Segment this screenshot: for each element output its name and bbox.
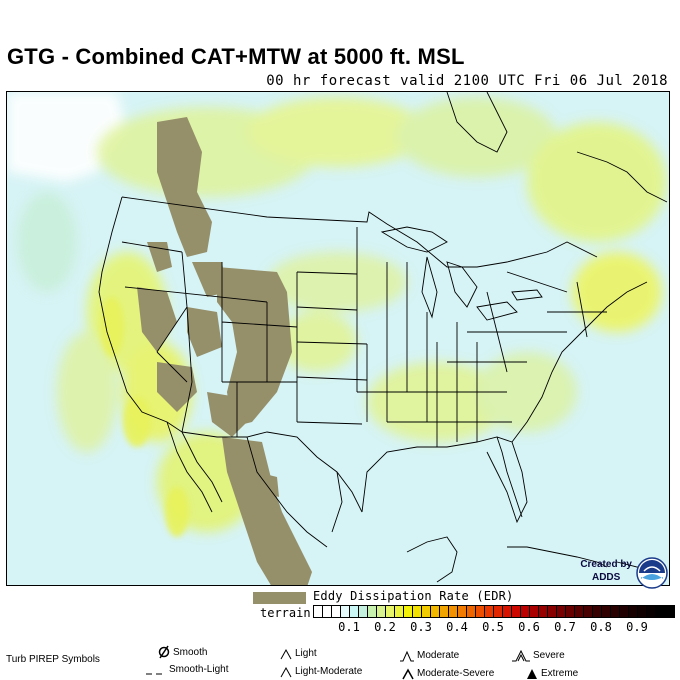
smooth-light-symbol-icon [146,673,162,675]
edr-scale-cell [431,606,440,617]
edr-scale-cell [521,606,530,617]
light-symbol-icon [280,648,292,660]
edr-scale-cell [566,606,575,617]
pirep-extreme-label: Extreme [541,667,579,679]
edr-tick-label: 0.7 [554,620,576,634]
adds-text: ADDS [591,572,621,583]
pirep-light-label: Light [295,647,317,659]
edr-scale-cell [314,606,323,617]
edr-scale-cell [638,606,647,617]
edr-tick-label: 0.1 [338,620,360,634]
edr-scale-cell [584,606,593,617]
edr-tick-label: 0.2 [374,620,396,634]
adds-credit: Created by ADDS [580,558,632,584]
edr-scale-cell [386,606,395,617]
edr-scale-cell [512,606,521,617]
edr-scale-cell [422,606,431,617]
map-graphic [7,92,669,585]
pirep-extreme: Extreme [526,666,578,680]
edr-scale-cell [323,606,332,617]
edr-tick-label: 0.3 [410,620,432,634]
edr-scale-cell [332,606,341,617]
edr-tick-label: 0.8 [590,620,612,634]
noaa-logo [636,557,668,594]
edr-scale-cell [485,606,494,617]
edr-scale-cell [341,606,350,617]
pirep-smooth-label: Smooth [173,646,208,658]
edr-scale-cell [467,606,476,617]
forecast-valid-time: 00 hr forecast valid 2100 UTC Fri 06 Jul… [266,73,668,89]
pirep-smooth-light-label: Smooth-Light [169,663,229,675]
edr-tick-label: 0.4 [446,620,468,634]
moderate-severe-symbol-icon [402,668,414,680]
pirep-heading: Turb PIREP Symbols [6,654,100,665]
edr-scale-cell [665,606,674,617]
light-moderate-symbol-icon [280,666,292,678]
pirep-smooth-light: Smooth-Light [146,663,228,675]
edr-scale-cell [548,606,557,617]
edr-scale-cell [413,606,422,617]
edr-tick-label: 0.9 [626,620,648,634]
pirep-smooth: Smooth [158,645,207,659]
edr-scale-cell [440,606,449,617]
edr-tick-label: 0.5 [482,620,504,634]
pirep-severe-label: Severe [533,649,565,661]
pirep-light: Light [280,646,317,660]
turbulence-map [6,91,670,586]
edr-scale-cell [557,606,566,617]
edr-scale-cell [629,606,638,617]
moderate-symbol-icon [400,650,414,662]
chart-title: GTG - Combined CAT+MTW at 5000 ft. MSL [7,44,465,69]
edr-scale-ticks: 0.1 0.2 0.3 0.4 0.5 0.6 0.7 0.8 0.9 [313,620,673,634]
extreme-symbol-icon [527,669,537,679]
edr-scale-cell [647,606,656,617]
edr-scale-cell [494,606,503,617]
edr-scale-cell [530,606,539,617]
pirep-moderate-severe: Moderate-Severe [402,666,494,680]
smooth-symbol-icon [158,645,170,659]
pirep-light-moderate-label: Light-Moderate [295,665,363,677]
pirep-moderate-label: Moderate [417,649,460,661]
edr-scale-cell [575,606,584,617]
edr-color-scale [313,605,675,618]
edr-scale-cell [539,606,548,617]
edr-scale-cell [656,606,665,617]
edr-scale-cell [611,606,620,617]
created-by-text: Created by [580,559,632,570]
edr-scale-cell [602,606,611,617]
pirep-moderate-severe-label: Moderate-Severe [417,667,495,679]
edr-scale-cell [350,606,359,617]
edr-scale-cell [458,606,467,617]
edr-scale-cell [449,606,458,617]
edr-scale-title: Eddy Dissipation Rate (EDR) [313,589,514,603]
edr-scale-cell [368,606,377,617]
pirep-severe: Severe [512,648,565,662]
edr-scale-cell [377,606,386,617]
terrain-label: terrain [260,606,311,620]
pirep-light-moderate: Light-Moderate [280,664,362,678]
edr-scale-cell [476,606,485,617]
terrain-swatch [253,592,306,604]
edr-tick-label: 0.6 [518,620,540,634]
edr-scale-cell [503,606,512,617]
severe-symbol-icon [512,649,530,662]
edr-scale-cell [620,606,629,617]
edr-scale-cell [593,606,602,617]
pirep-moderate: Moderate [400,648,459,662]
edr-scale-cell [404,606,413,617]
edr-scale-cell [395,606,404,617]
edr-scale-cell [359,606,368,617]
